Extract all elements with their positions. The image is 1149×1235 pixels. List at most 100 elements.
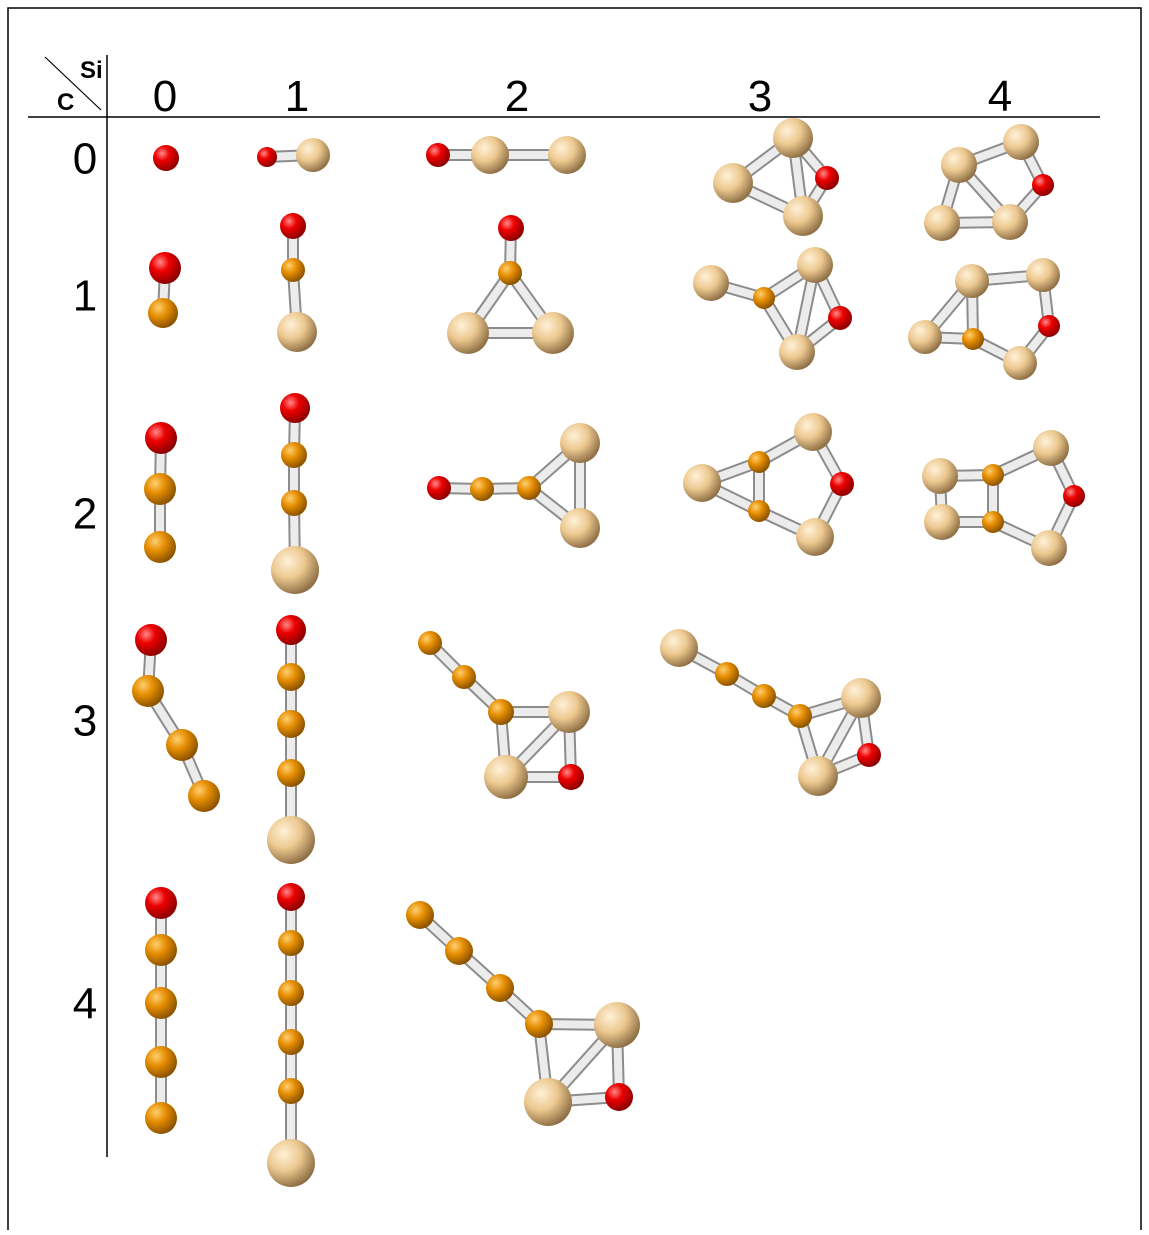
atom	[280, 393, 310, 423]
column-label: 2	[505, 72, 529, 121]
atom	[498, 215, 524, 241]
atom	[257, 147, 277, 167]
atom	[135, 624, 167, 656]
atom	[145, 987, 177, 1019]
atom	[426, 143, 450, 167]
atom	[941, 147, 977, 183]
frame	[7, 7, 1142, 1235]
atom	[713, 163, 753, 203]
row-label: 1	[73, 272, 97, 321]
atom	[922, 458, 958, 494]
atom	[145, 422, 177, 454]
atom	[471, 136, 509, 174]
atom	[783, 196, 823, 236]
atom	[683, 464, 721, 502]
atom	[281, 258, 305, 282]
atom	[278, 980, 304, 1006]
atom	[841, 678, 881, 718]
atom	[660, 629, 698, 667]
atom	[962, 328, 984, 350]
atom	[153, 145, 179, 171]
atom	[484, 755, 528, 799]
row-label: 3	[73, 697, 97, 746]
atom	[144, 473, 176, 505]
atom	[525, 1010, 553, 1038]
atom	[594, 1002, 640, 1048]
atom	[796, 518, 834, 556]
atom	[145, 1102, 177, 1134]
column-label: 3	[748, 72, 772, 121]
atom	[924, 504, 960, 540]
atom	[145, 1046, 177, 1078]
atom	[447, 312, 489, 354]
atom	[797, 247, 833, 283]
atom	[278, 1078, 304, 1104]
atom	[992, 204, 1028, 240]
corner-diagonal	[44, 56, 102, 111]
corner-top: Si	[80, 57, 103, 84]
atom	[445, 937, 473, 965]
atom	[406, 901, 434, 929]
atom	[278, 930, 304, 956]
row-label: 0	[73, 135, 97, 184]
atom	[752, 684, 776, 708]
atom	[560, 508, 600, 548]
atom	[517, 476, 541, 500]
atom	[779, 334, 815, 370]
atom	[753, 287, 775, 309]
corner-bottom: C	[57, 89, 74, 116]
atom	[1026, 258, 1060, 292]
atom	[148, 298, 178, 328]
atom	[427, 476, 451, 500]
atom	[188, 780, 220, 812]
atom	[166, 729, 198, 761]
atom	[715, 662, 739, 686]
atom	[145, 887, 177, 919]
atom	[278, 1029, 304, 1055]
atom	[276, 615, 306, 645]
atom	[1038, 315, 1060, 337]
atom	[982, 511, 1004, 533]
atom	[277, 883, 305, 911]
row-label: 4	[73, 980, 97, 1029]
atom	[1032, 174, 1054, 196]
atom	[267, 1139, 315, 1187]
row-label: 2	[73, 490, 97, 539]
atom	[267, 816, 315, 864]
atom	[605, 1083, 633, 1111]
atom	[277, 759, 305, 787]
atom	[524, 1078, 572, 1126]
atom	[955, 264, 989, 298]
atom	[815, 166, 839, 190]
atom	[281, 442, 307, 468]
atom	[548, 136, 586, 174]
atom	[418, 631, 442, 655]
atom	[558, 764, 584, 790]
atom	[788, 704, 812, 728]
atom	[1003, 124, 1039, 160]
atom	[982, 464, 1004, 486]
atom	[1031, 530, 1067, 566]
atom	[488, 699, 514, 725]
atom	[1003, 346, 1037, 380]
atom	[470, 477, 494, 501]
atom	[145, 934, 177, 966]
atom	[560, 423, 600, 463]
atom	[794, 413, 832, 451]
column-label: 0	[153, 72, 177, 121]
atom	[548, 691, 590, 733]
atom	[280, 213, 306, 239]
atom	[144, 531, 176, 563]
atom	[277, 663, 305, 691]
atom	[149, 252, 181, 284]
column-label: 1	[285, 72, 309, 121]
atom	[1033, 430, 1069, 466]
atom	[908, 320, 942, 354]
atom	[773, 118, 813, 158]
atom	[857, 743, 881, 767]
molecules	[132, 118, 1085, 1187]
atom	[277, 710, 305, 738]
atom	[277, 312, 317, 352]
